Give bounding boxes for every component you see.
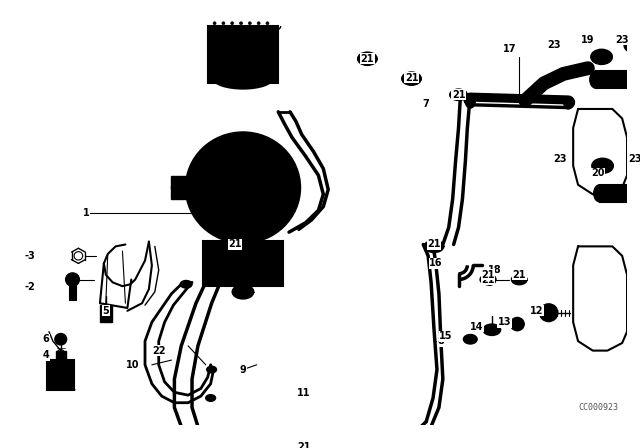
Text: 21: 21 xyxy=(452,90,465,100)
Text: 20: 20 xyxy=(591,168,604,178)
Ellipse shape xyxy=(465,95,475,108)
Text: 21: 21 xyxy=(428,240,441,250)
Text: 21: 21 xyxy=(228,240,242,250)
Ellipse shape xyxy=(592,158,613,173)
Text: 19: 19 xyxy=(581,35,595,45)
Ellipse shape xyxy=(225,240,245,253)
Text: CC000923: CC000923 xyxy=(578,403,618,412)
Ellipse shape xyxy=(511,274,527,285)
Text: 21: 21 xyxy=(481,275,495,284)
Text: 21: 21 xyxy=(361,54,374,64)
Ellipse shape xyxy=(358,52,377,65)
Bar xyxy=(204,241,283,286)
Ellipse shape xyxy=(637,71,640,88)
Text: 21: 21 xyxy=(481,270,495,280)
Circle shape xyxy=(213,22,216,25)
Circle shape xyxy=(484,274,496,285)
Text: 18: 18 xyxy=(488,265,502,275)
Circle shape xyxy=(66,273,79,286)
Text: 17: 17 xyxy=(503,44,516,54)
Circle shape xyxy=(239,22,243,25)
Bar xyxy=(596,71,640,88)
Ellipse shape xyxy=(225,72,260,85)
Circle shape xyxy=(186,133,300,242)
Bar xyxy=(172,176,186,199)
Circle shape xyxy=(266,22,269,25)
Bar xyxy=(56,351,66,362)
Bar xyxy=(100,305,112,322)
Ellipse shape xyxy=(564,98,573,109)
Ellipse shape xyxy=(293,442,314,448)
Circle shape xyxy=(236,181,250,194)
Circle shape xyxy=(540,304,557,321)
Text: 12: 12 xyxy=(530,306,543,316)
Text: 22: 22 xyxy=(152,345,166,356)
Text: 7: 7 xyxy=(423,99,429,109)
Ellipse shape xyxy=(591,49,612,65)
Text: 23: 23 xyxy=(554,154,567,164)
Ellipse shape xyxy=(582,64,593,73)
Ellipse shape xyxy=(463,335,477,344)
Text: -2: -2 xyxy=(24,282,35,292)
Text: 6: 6 xyxy=(43,334,49,344)
Text: 4: 4 xyxy=(43,350,49,360)
Text: 11: 11 xyxy=(297,388,310,398)
Ellipse shape xyxy=(590,71,602,88)
Text: 23: 23 xyxy=(628,154,640,164)
Text: 23: 23 xyxy=(616,35,629,45)
Ellipse shape xyxy=(402,72,421,85)
Ellipse shape xyxy=(624,38,640,53)
Ellipse shape xyxy=(628,172,640,188)
Circle shape xyxy=(231,22,234,25)
Ellipse shape xyxy=(213,68,273,89)
Ellipse shape xyxy=(450,89,467,100)
Bar xyxy=(68,283,76,301)
Circle shape xyxy=(212,157,274,218)
Ellipse shape xyxy=(480,274,496,285)
Text: -3: -3 xyxy=(24,251,35,261)
Ellipse shape xyxy=(205,395,216,401)
Ellipse shape xyxy=(207,366,216,373)
Text: 21: 21 xyxy=(404,73,419,83)
Text: 21: 21 xyxy=(513,270,526,280)
Text: 16: 16 xyxy=(429,258,443,268)
Text: 10: 10 xyxy=(125,360,139,370)
Text: 9: 9 xyxy=(239,365,246,375)
Ellipse shape xyxy=(232,285,253,299)
Text: 5: 5 xyxy=(102,306,109,316)
Text: 1: 1 xyxy=(83,208,90,218)
Circle shape xyxy=(172,178,191,197)
Text: 21: 21 xyxy=(452,90,465,100)
Text: 14: 14 xyxy=(470,322,484,332)
Ellipse shape xyxy=(424,240,444,253)
Circle shape xyxy=(222,22,225,25)
Bar xyxy=(600,185,640,202)
Text: 23: 23 xyxy=(547,40,560,51)
Text: 15: 15 xyxy=(439,332,452,341)
Circle shape xyxy=(248,22,252,25)
Bar xyxy=(47,360,74,390)
Circle shape xyxy=(55,334,67,345)
Ellipse shape xyxy=(483,324,500,336)
Ellipse shape xyxy=(594,185,605,202)
Ellipse shape xyxy=(180,280,192,288)
Text: 8: 8 xyxy=(438,336,444,346)
Text: 13: 13 xyxy=(498,317,511,327)
Bar xyxy=(208,26,278,83)
Bar xyxy=(63,363,70,370)
Text: 21: 21 xyxy=(297,442,310,448)
Circle shape xyxy=(511,318,524,331)
Bar xyxy=(51,363,59,370)
Circle shape xyxy=(257,22,260,25)
